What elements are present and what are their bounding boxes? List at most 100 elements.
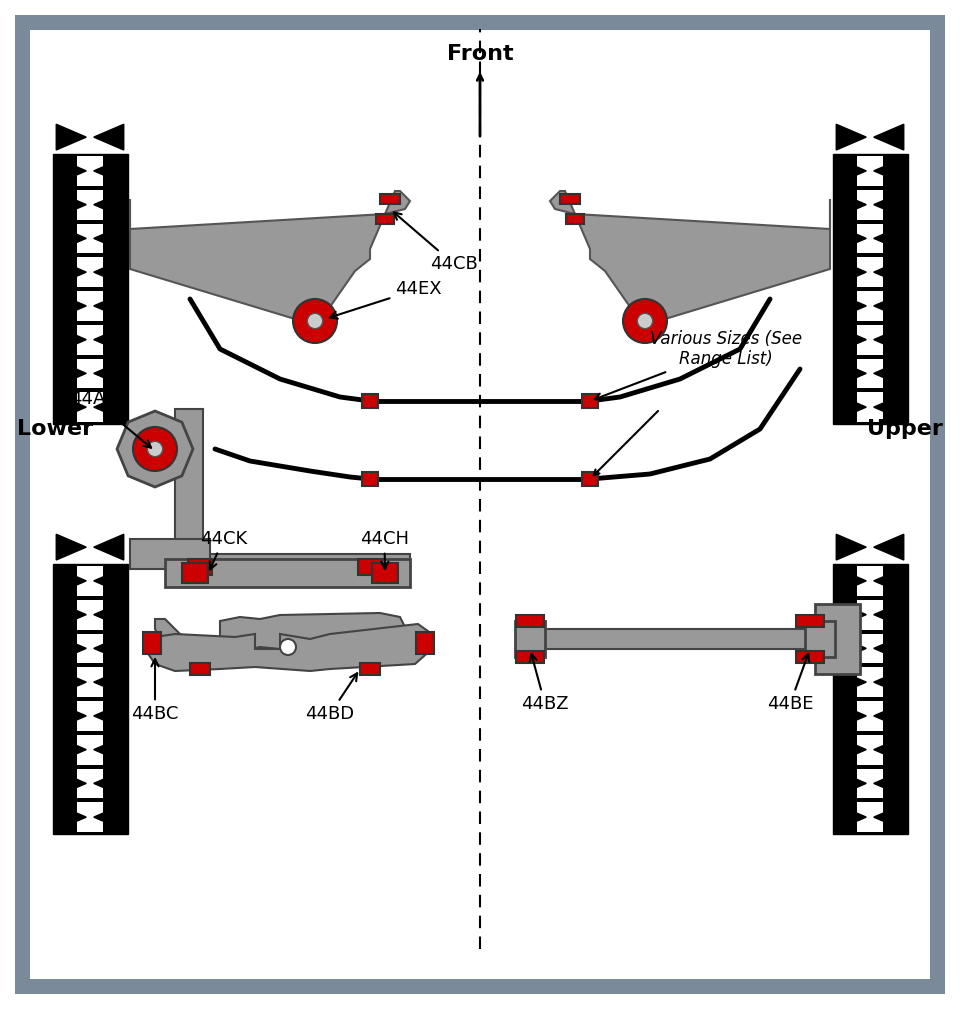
Bar [857,156,883,186]
Text: Front: Front [446,44,514,64]
Polygon shape [836,601,866,628]
Polygon shape [874,703,903,728]
Bar [515,621,545,657]
Polygon shape [94,225,124,251]
Bar [857,257,883,287]
Bar [560,194,580,204]
Bar [77,393,103,422]
Bar [372,563,398,583]
Polygon shape [836,124,866,150]
FancyBboxPatch shape [15,15,945,994]
Polygon shape [94,327,124,352]
Bar [77,257,103,287]
Bar [53,154,128,424]
Bar [815,604,860,674]
Polygon shape [57,703,86,728]
Polygon shape [874,360,903,386]
Polygon shape [57,158,86,184]
Text: 44BD: 44BD [305,673,357,723]
Polygon shape [874,158,903,184]
Polygon shape [57,259,86,285]
Polygon shape [836,225,866,251]
Bar [376,214,394,224]
Polygon shape [57,293,86,319]
Bar [857,325,883,354]
Polygon shape [57,360,86,386]
Bar [190,663,210,675]
Polygon shape [874,192,903,218]
Bar [77,190,103,220]
Bar [188,559,212,575]
Bar [77,224,103,253]
Bar [175,409,203,559]
Bar [857,224,883,253]
Text: Lower: Lower [17,419,93,439]
Bar [77,599,103,630]
Polygon shape [874,669,903,695]
Polygon shape [836,192,866,218]
Bar [416,632,434,654]
Polygon shape [836,636,866,661]
Polygon shape [836,293,866,319]
Polygon shape [836,669,866,695]
Text: 44CK: 44CK [200,530,248,569]
Bar [857,358,883,388]
Bar [796,615,824,627]
Text: 44BC: 44BC [132,659,179,723]
Polygon shape [874,534,903,560]
Polygon shape [836,158,866,184]
Bar [53,564,128,834]
Polygon shape [874,804,903,830]
Polygon shape [94,636,124,661]
Circle shape [623,299,667,343]
Bar [77,802,103,832]
Bar [516,615,544,627]
Polygon shape [94,124,124,150]
Polygon shape [874,259,903,285]
Polygon shape [94,737,124,763]
Polygon shape [57,804,86,830]
Polygon shape [836,360,866,386]
Text: 44CH: 44CH [360,530,409,569]
Bar [857,802,883,832]
Text: Various Sizes (See
Range List): Various Sizes (See Range List) [595,330,803,400]
Bar [77,769,103,798]
Circle shape [280,639,296,655]
Bar [857,393,883,422]
Bar [832,564,907,834]
Polygon shape [874,636,903,661]
Polygon shape [836,804,866,830]
Polygon shape [94,568,124,593]
Polygon shape [57,737,86,763]
Bar [380,194,400,204]
Polygon shape [836,737,866,763]
Polygon shape [550,191,830,329]
Polygon shape [836,259,866,285]
Bar [77,634,103,663]
Polygon shape [57,771,86,796]
Polygon shape [874,737,903,763]
Polygon shape [94,534,124,560]
Bar [857,291,883,321]
Polygon shape [94,259,124,285]
Polygon shape [57,568,86,593]
Polygon shape [836,534,866,560]
Polygon shape [94,771,124,796]
Polygon shape [57,601,86,628]
Polygon shape [57,636,86,661]
Bar [857,735,883,765]
Polygon shape [874,124,903,150]
Polygon shape [57,192,86,218]
Polygon shape [874,395,903,420]
Bar [805,621,835,657]
Polygon shape [94,804,124,830]
Bar [796,651,824,663]
Polygon shape [117,411,193,487]
Text: 44BE: 44BE [767,654,813,713]
Polygon shape [57,534,86,560]
Bar [362,472,378,486]
Text: 44BZ: 44BZ [521,654,568,713]
Polygon shape [94,703,124,728]
Polygon shape [94,395,124,420]
Text: 44AY: 44AY [70,390,151,448]
